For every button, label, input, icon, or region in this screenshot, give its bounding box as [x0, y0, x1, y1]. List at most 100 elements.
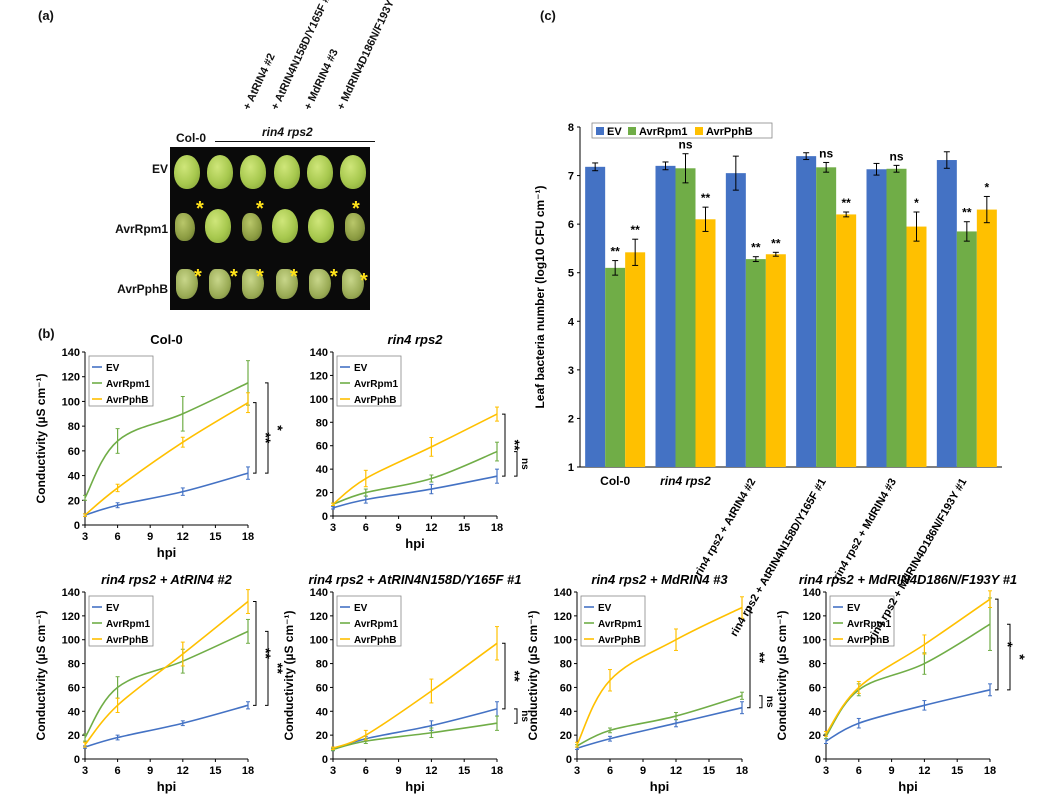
y-tick-label: 20: [560, 730, 572, 742]
sig-label: **: [771, 236, 781, 250]
legend-label: AvrPphB: [354, 635, 396, 646]
leaf-panel: Col-0 rin4 rps2 + AtRIN4 #2 + AtRIN4N158…: [0, 0, 540, 320]
chart-title: rin4 rps2 + MdRIN4 #3: [591, 572, 728, 587]
legend-swatch: [628, 127, 636, 135]
x-tick-label: 9: [640, 765, 646, 777]
leaf: [272, 209, 299, 243]
x-tick-label: 15: [209, 765, 221, 777]
bar: [936, 160, 957, 467]
y-axis-label: Conductivity (µS cm⁻¹): [775, 611, 789, 741]
chart-title: rin4 rps2 + MdRIN4D186N/F193Y #1: [799, 572, 1017, 587]
series-line: [576, 606, 743, 746]
y-tick-label: 20: [316, 730, 328, 742]
bar: [765, 254, 786, 467]
y-tick-label: 2: [568, 413, 574, 425]
y-tick-label: 40: [68, 471, 80, 483]
y-tick-label: 100: [62, 396, 80, 408]
x-tick-label: 12: [670, 765, 682, 777]
y-tick-label: 5: [568, 268, 574, 280]
leaf: [344, 213, 365, 241]
bar: [886, 168, 907, 467]
x-tick-label: 3: [82, 531, 88, 543]
category-label: Col-0: [600, 474, 630, 488]
y-axis-label: Conductivity (µS cm⁻¹): [34, 374, 48, 504]
x-axis-label: hpi: [898, 779, 918, 794]
y-tick-label: 100: [310, 635, 328, 647]
x-tick-label: 3: [82, 765, 88, 777]
y-tick-label: 60: [68, 446, 80, 458]
legend-box: [829, 595, 895, 647]
sig-label: ns: [519, 458, 530, 470]
chart-title: rin4 rps2 + AtRIN4N158D/Y165F #1: [308, 572, 521, 587]
panel-b-label: (b): [38, 326, 55, 341]
x-tick-label: 18: [242, 531, 254, 543]
bar: [956, 231, 977, 467]
x-tick-label: 15: [209, 531, 221, 543]
y-tick-label: 20: [809, 730, 821, 742]
legend-label: AvrRpm1: [354, 379, 399, 390]
sig-label: **: [258, 432, 274, 443]
y-tick-label: 20: [68, 730, 80, 742]
leaf: [208, 269, 231, 299]
sig-label: *: [1000, 642, 1016, 648]
leaf: [273, 155, 300, 189]
bar: [906, 226, 927, 467]
series-line: [576, 695, 743, 747]
y-axis-label: Leaf bacteria number (log10 CFU cm⁻¹): [533, 185, 547, 408]
y-tick-label: 140: [62, 347, 80, 359]
series-line: [84, 704, 249, 748]
y-tick-label: 4: [568, 316, 575, 328]
category-label: rin4 rps2: [660, 474, 711, 488]
series-line: [825, 689, 991, 742]
x-tick-label: 3: [823, 765, 829, 777]
sig-label: **: [752, 652, 768, 663]
leaf: [340, 155, 367, 189]
y-tick-label: 40: [316, 706, 328, 718]
y-tick-label: 0: [74, 754, 80, 766]
legend-label: EV: [106, 363, 120, 374]
y-tick-label: 140: [803, 587, 821, 599]
y-tick-label: 0: [322, 511, 328, 523]
star-marker: *: [230, 266, 238, 288]
legend-label: EV: [354, 363, 368, 374]
x-tick-label: 18: [491, 522, 503, 534]
series-line: [332, 642, 498, 750]
star-marker: *: [196, 198, 204, 220]
legend-label: AvrRpm1: [354, 619, 399, 630]
x-tick-label: 6: [115, 531, 121, 543]
legend-label: EV: [607, 126, 622, 138]
x-tick-label: 15: [458, 765, 470, 777]
legend-label: AvrRpm1: [847, 619, 892, 630]
y-tick-label: 40: [560, 706, 572, 718]
y-tick-label: 80: [316, 417, 328, 429]
chart-title: rin4 rps2 + AtRIN4 #2: [101, 572, 232, 587]
sig-label: **: [507, 671, 523, 682]
y-tick-label: 1: [568, 462, 574, 474]
y-tick-label: 40: [68, 706, 80, 718]
sig-bracket: [253, 402, 257, 474]
star-marker: *: [290, 266, 298, 288]
y-tick-label: 80: [68, 421, 80, 433]
y-tick-label: 100: [310, 394, 328, 406]
y-tick-label: 0: [566, 754, 572, 766]
leaf: [173, 155, 200, 189]
legend-box: [336, 595, 402, 647]
legend-label: AvrRpm1: [598, 619, 643, 630]
bar: [836, 214, 857, 467]
leaf: [308, 269, 331, 299]
y-tick-label: 40: [316, 464, 328, 476]
bar: [605, 267, 626, 467]
y-tick-label: 60: [809, 682, 821, 694]
legend-label: EV: [354, 603, 368, 614]
x-tick-label: 15: [951, 765, 963, 777]
series-line: [84, 472, 249, 516]
y-tick-label: 20: [68, 495, 80, 507]
legend-label: AvrPphB: [847, 635, 889, 646]
legend-label: EV: [847, 603, 861, 614]
sig-label: **: [270, 663, 286, 674]
x-tick-label: 15: [458, 522, 470, 534]
y-tick-label: 6: [568, 219, 574, 231]
series-line: [332, 722, 498, 751]
leaf: [275, 269, 298, 299]
star-marker: *: [256, 198, 264, 220]
